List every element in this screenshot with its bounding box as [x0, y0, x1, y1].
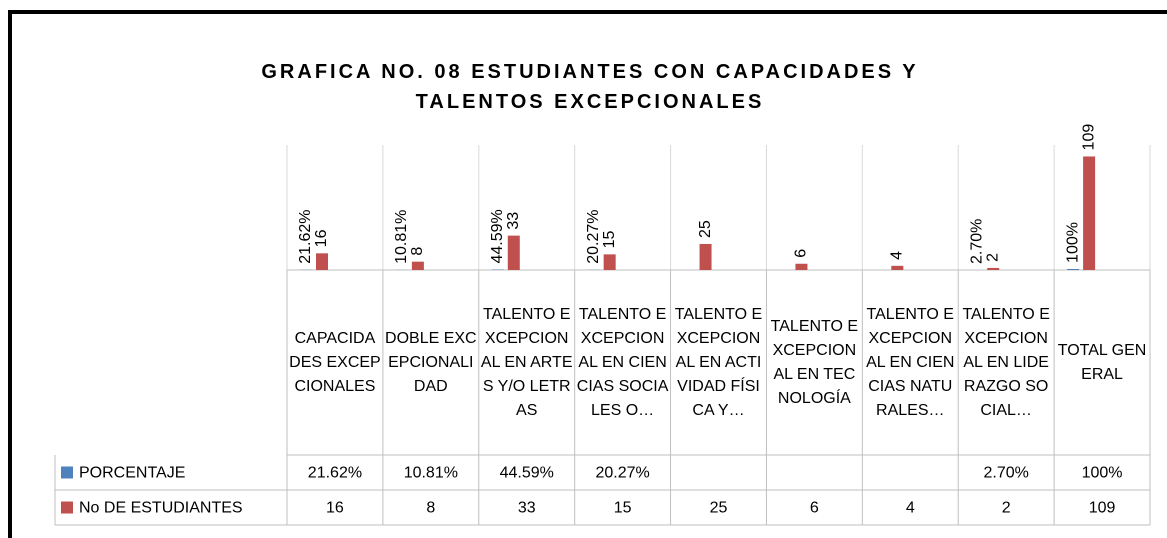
- x-tick-label: TALENTO EXCEPCIONAL EN ARTES Y/O LETRAS: [480, 305, 573, 419]
- category-cell: TOTAL GENERAL: [1057, 341, 1147, 383]
- legend-key: [61, 466, 73, 479]
- data-label: 2.70%: [968, 219, 985, 264]
- bar: [891, 265, 904, 270]
- bar: [1083, 156, 1096, 270]
- table-value: 6: [810, 500, 819, 517]
- bar: [1067, 268, 1080, 270]
- data-label: 10.81%: [393, 210, 410, 264]
- table-value: 2.70%: [983, 465, 1028, 482]
- x-tick-label: TALENTO EXCEPCIONAL EN TECNOLOGÍA: [770, 317, 859, 407]
- data-label: 8: [409, 247, 426, 256]
- category-cell: TALENTO EXCEPCIONAL EN CIENCIAS NATURALE…: [866, 305, 955, 419]
- table-value: 20.27%: [595, 465, 649, 482]
- bar: [507, 235, 520, 270]
- legend-label: No DE ESTUDIANTES: [79, 500, 243, 517]
- data-label: 2: [984, 253, 1001, 262]
- bar: [699, 243, 712, 270]
- table-value: 10.81%: [404, 465, 458, 482]
- table-value: 8: [426, 500, 435, 517]
- data-label: 33: [505, 212, 522, 230]
- table-value: 2: [1002, 500, 1011, 517]
- category-cell: TALENTO EXCEPCIONAL EN LIDERAZGO SOCIAL…: [962, 305, 1050, 419]
- table-value: 15: [614, 500, 632, 517]
- table-value: 4: [906, 500, 915, 517]
- category-cell: TALENTO EXCEPCIONAL EN TECNOLOGÍA: [770, 317, 859, 407]
- x-tick-label: CAPACIDADES EXCEPCIONALES: [289, 329, 381, 395]
- category-cell: DOBLE EXCEPCIONALIDAD: [385, 329, 477, 395]
- bar: [411, 261, 424, 270]
- x-tick-label: DOBLE EXCEPCIONALIDAD: [385, 329, 477, 395]
- category-cell: CAPACIDADES EXCEPCIONALES: [289, 329, 381, 395]
- x-tick-label: TALENTO EXCEPCIONAL EN CIENCIAS NATURALE…: [866, 305, 955, 419]
- x-tick-label: TALENTO EXCEPCIONAL EN LIDERAZGO SOCIAL…: [962, 305, 1050, 419]
- data-label: 109: [1080, 124, 1097, 151]
- data-label: 6: [793, 249, 810, 258]
- bar: [316, 253, 328, 270]
- table-value: 25: [710, 500, 728, 517]
- legend-label: PORCENTAJE: [79, 465, 185, 482]
- x-tick-label: TALENTO EXCEPCIONAL EN ACTIVIDAD FÍSICA …: [674, 305, 763, 419]
- data-label: 20.27%: [585, 210, 602, 264]
- category-cell: TALENTO EXCEPCIONAL EN ACTIVIDAD FÍSICA …: [674, 305, 763, 419]
- category-cell: TALENTO EXCEPCIONAL EN ARTES Y/O LETRAS: [480, 305, 573, 419]
- legend-key: [61, 501, 73, 514]
- table-value: 109: [1089, 500, 1116, 517]
- table-value: 33: [518, 500, 536, 517]
- data-label: 16: [313, 229, 330, 247]
- table-value: 44.59%: [500, 465, 554, 482]
- table-value: 100%: [1082, 465, 1123, 482]
- data-label: 15: [601, 230, 618, 248]
- x-tick-label: TALENTO EXCEPCIONAL EN CIENCIAS SOCIALES…: [576, 305, 669, 419]
- data-label: 100%: [1064, 222, 1081, 263]
- data-label: 44.59%: [489, 209, 506, 263]
- category-cell: TALENTO EXCEPCIONAL EN CIENCIAS SOCIALES…: [576, 305, 669, 419]
- bar: [795, 263, 808, 270]
- chart-title: GRAFICA NO. 08 ESTUDIANTES CON CAPACIDAD…: [261, 61, 918, 113]
- bar: [987, 267, 1000, 270]
- data-label: 4: [889, 251, 906, 260]
- table-value: 16: [326, 500, 344, 517]
- data-label: 25: [697, 220, 714, 238]
- table-value: 21.62%: [308, 465, 362, 482]
- x-tick-label: TOTAL GENERAL: [1057, 341, 1147, 383]
- data-label: 21.62%: [297, 210, 314, 264]
- bar: [603, 254, 616, 270]
